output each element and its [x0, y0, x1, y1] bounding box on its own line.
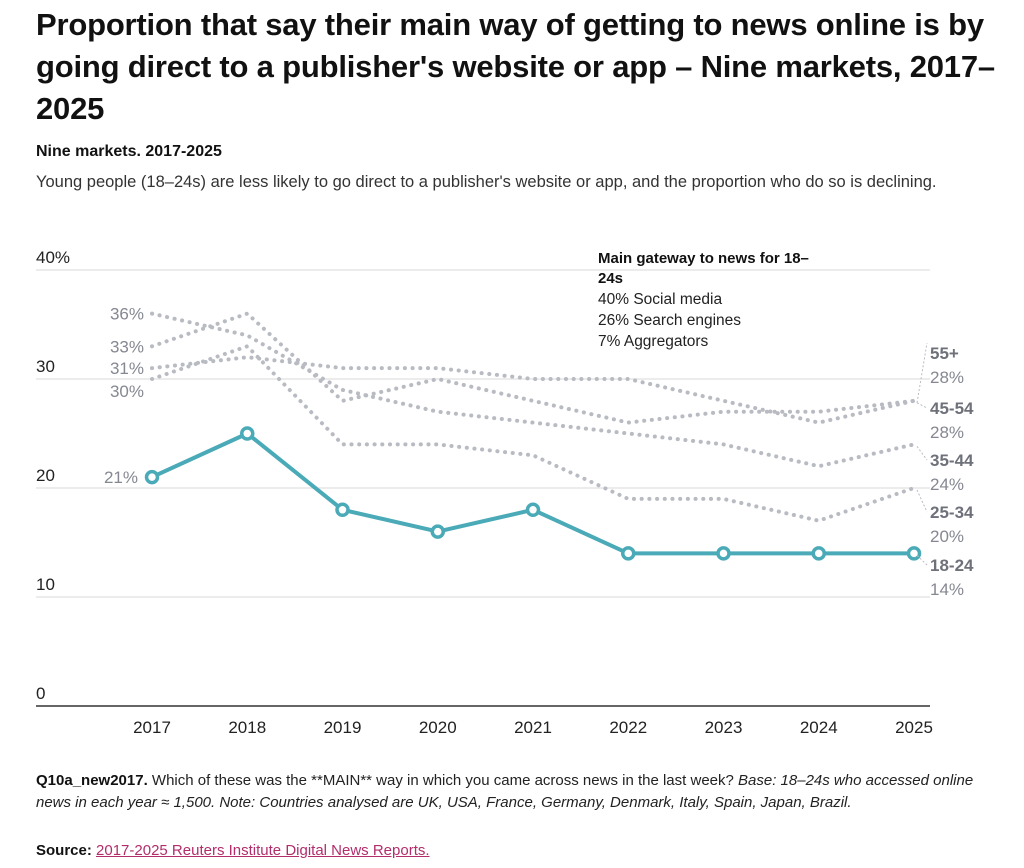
series-35-44	[150, 311, 916, 469]
source-line: Source: 2017-2025 Reuters Institute Digi…	[36, 842, 430, 859]
source-link[interactable]: 2017-2025 Reuters Institute Digital News…	[96, 842, 430, 859]
y-axis-ticks: 0 10 20 30 40%	[36, 248, 70, 703]
series-25-34	[150, 343, 916, 523]
x-tick-label: 2025	[895, 718, 933, 737]
leader-line	[916, 342, 928, 403]
gridlines	[36, 269, 930, 707]
x-tick-label: 2021	[514, 718, 552, 737]
series-group	[144, 311, 922, 561]
y-tick-label: 0	[36, 684, 45, 703]
data-point-marker	[906, 546, 922, 561]
data-point-marker	[240, 426, 255, 441]
x-tick-label: 2022	[609, 718, 647, 737]
annotation-aggregators: 7% Aggregators	[598, 333, 709, 350]
series-18-24	[144, 426, 922, 561]
end-value-label: 24%	[930, 475, 964, 494]
series-line-dotted	[150, 311, 916, 469]
end-value-label: 28%	[930, 368, 964, 387]
series-name-label: 45-54	[930, 399, 974, 418]
data-point-marker	[716, 546, 731, 561]
data-point-marker	[335, 502, 350, 518]
question-id: Q10a_new2017.	[36, 772, 148, 789]
source-label: Source:	[36, 842, 92, 859]
series-line-dotted	[150, 343, 916, 523]
chart-subtitle: Nine markets. 2017-2025	[36, 143, 222, 160]
end-value-label: 14%	[930, 580, 964, 599]
x-tick-label: 2017	[133, 718, 171, 737]
annotation-title-line1: Main gateway to news for 18–	[598, 250, 809, 267]
start-value-label: 21%	[104, 468, 138, 487]
start-value-label: 36%	[110, 305, 144, 324]
chart-title: Proportion that say their main way of ge…	[36, 7, 995, 126]
data-point-marker	[621, 546, 636, 561]
series-line-dotted	[150, 311, 916, 425]
series-line-highlight	[151, 431, 914, 556]
leader-line	[916, 446, 928, 461]
x-tick-label: 2024	[800, 718, 838, 737]
x-tick-label: 2018	[228, 718, 266, 737]
leader-line	[916, 402, 928, 409]
base-note: Base: 18–24s who accessed online news in…	[36, 772, 974, 811]
data-point-marker	[430, 524, 445, 539]
start-value-label: 33%	[110, 337, 144, 356]
series-name-label: 35-44	[930, 451, 974, 470]
start-value-label: 31%	[110, 359, 144, 378]
annotation-social-media: 40% Social media	[598, 291, 722, 308]
x-axis-ticks: 2017 2018 2019 2020 2021 2022 2023 2024 2025	[133, 718, 933, 737]
x-tick-label: 2020	[419, 718, 457, 737]
y-tick-label: 30	[36, 357, 55, 376]
question-text: Which of these was the **MAIN** way in w…	[147, 772, 739, 789]
chart-description: Young people (18–24s) are less likely to…	[36, 173, 937, 191]
series-name-label: 18-24	[930, 556, 974, 575]
series-line-dotted	[150, 355, 916, 425]
y-tick-label: 20	[36, 466, 55, 485]
series-55plus	[150, 355, 916, 425]
series-45-54	[150, 311, 916, 425]
end-value-label: 20%	[930, 527, 964, 546]
series-labels: 31% 55+ 28% 33% 45-54 28% 36% 35-44 24% 30% 25-34 2…	[104, 305, 974, 599]
x-tick-label: 2019	[324, 718, 362, 737]
gateway-annotation: Main gateway to news for 18– 24s 40% Soc…	[598, 250, 809, 350]
data-point-marker	[811, 546, 826, 561]
y-tick-label: 10	[36, 575, 55, 594]
y-tick-label: 40%	[36, 248, 70, 267]
x-tick-label: 2023	[705, 718, 743, 737]
series-name-label: 25-34	[930, 503, 974, 522]
start-value-label: 30%	[110, 382, 144, 401]
series-name-label: 55+	[930, 344, 959, 363]
data-point-marker	[525, 502, 541, 518]
annotation-title-line2: 24s	[598, 270, 623, 287]
annotation-search-engines: 26% Search engines	[598, 312, 741, 329]
leader-line	[916, 489, 928, 513]
footnote: Q10a_new2017. Which of these was the **M…	[36, 770, 996, 814]
end-value-label: 28%	[930, 423, 964, 442]
data-point-marker	[144, 469, 160, 485]
